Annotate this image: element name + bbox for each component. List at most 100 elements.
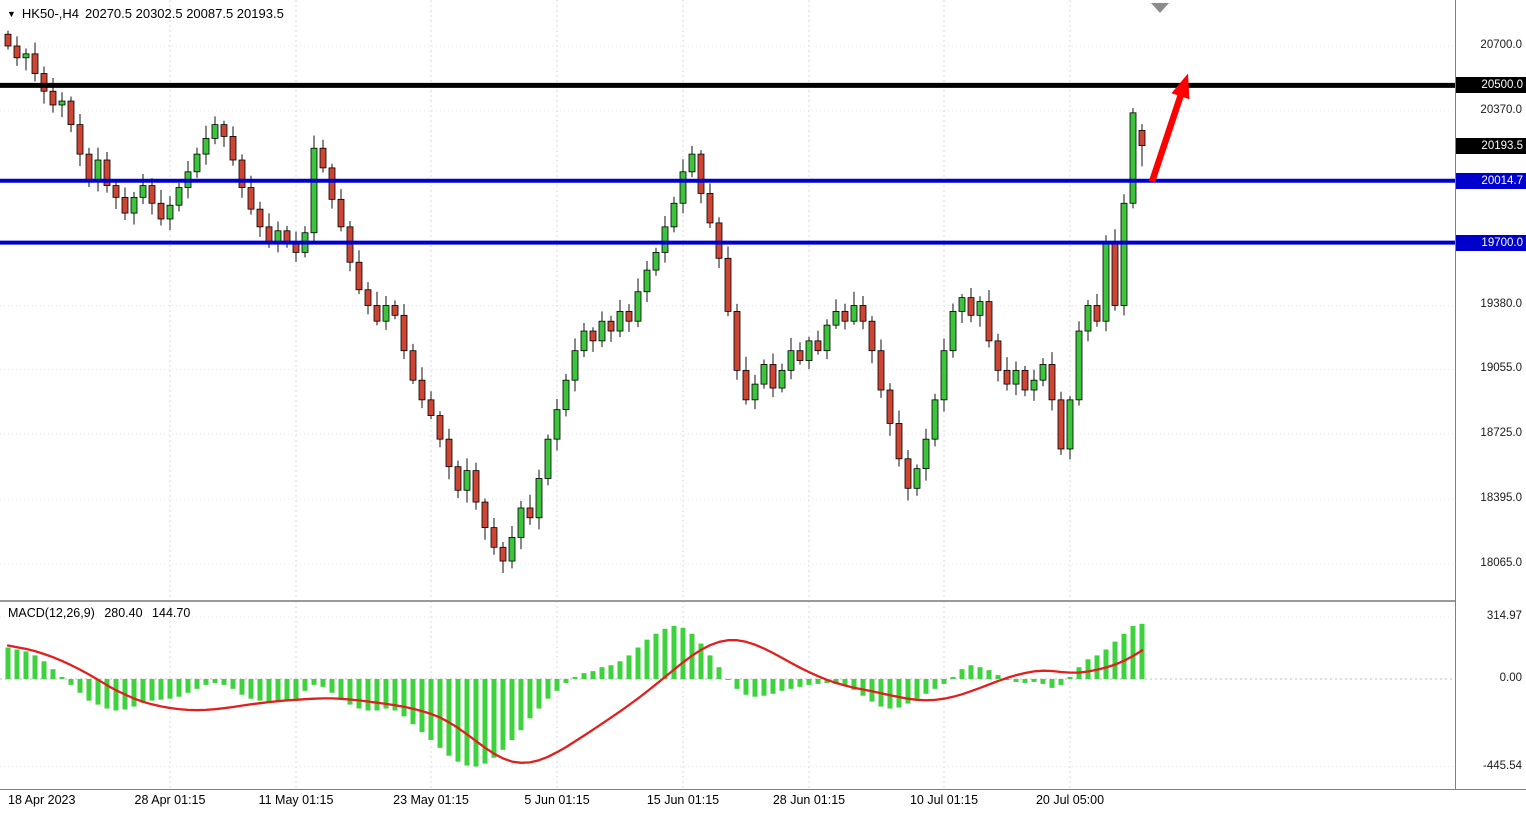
candle-bearish — [256, 208, 264, 228]
candle-bullish — [562, 379, 570, 411]
macd-bar — [113, 679, 119, 711]
macd-bar — [950, 677, 956, 679]
macd-bar — [635, 647, 641, 679]
candle-bearish — [364, 289, 372, 306]
macd-bar — [149, 679, 155, 701]
macd-name: MACD(12,26,9) — [8, 606, 95, 620]
candle-bullish — [949, 310, 957, 352]
candle-bearish — [706, 193, 714, 224]
macd-bar — [977, 667, 983, 679]
macd-bar — [554, 679, 560, 691]
time-tick-label: 18 Apr 2023 — [8, 793, 76, 807]
macd-bar — [32, 655, 38, 679]
candle-bearish — [859, 305, 867, 322]
symbol-period-label: HK50-,H4 — [21, 6, 79, 21]
macd-bar — [968, 665, 974, 679]
candle-bullish — [958, 297, 966, 312]
macd-bar — [1094, 655, 1100, 679]
macd-bar — [266, 679, 272, 702]
candles — [4, 30, 1146, 574]
candle-bearish — [1021, 369, 1029, 391]
main-chart-svg[interactable] — [0, 0, 1455, 601]
candle-bearish — [985, 301, 993, 342]
candle-bearish — [4, 33, 12, 47]
macd-bar — [212, 679, 218, 683]
candle-bullish — [1066, 399, 1074, 450]
macd-bar — [1085, 659, 1091, 679]
macd-bar — [590, 671, 596, 679]
macd-main-value: 280.40 — [104, 606, 143, 620]
macd-bar — [203, 679, 209, 685]
trend-arrow[interactable] — [1148, 73, 1190, 183]
candle-bearish — [49, 90, 57, 106]
macd-bar — [131, 679, 137, 707]
candle-bearish — [31, 53, 39, 74]
panel-divider[interactable] — [0, 600, 1526, 602]
time-tick-label: 28 Jun 01:15 — [772, 793, 846, 807]
candle-bullish — [913, 468, 921, 489]
macd-bar — [500, 679, 506, 750]
macd-bar — [1031, 679, 1037, 682]
macd-bar — [392, 679, 398, 711]
macd-bar — [140, 679, 146, 703]
macd-bar — [905, 679, 911, 704]
candle-bullish — [193, 153, 201, 173]
macd-bar — [563, 679, 569, 683]
macd-bar — [167, 679, 173, 699]
candle-bearish — [607, 320, 615, 332]
candle-bearish — [85, 153, 93, 181]
macd-bar — [1013, 679, 1019, 682]
price-axis[interactable]: 20700.0 20370.0 19380.0 19055.0 18725.0 18395… — [1455, 0, 1526, 789]
macd-bar — [356, 679, 362, 709]
candle-bullish — [805, 340, 813, 361]
trend-arrow-shaft — [1148, 92, 1185, 183]
candle-bullish — [202, 137, 210, 155]
time-tick-label: 10 Jul 01:15 — [909, 793, 979, 807]
macd-bar — [986, 670, 992, 679]
time-tick-label: 23 May 01:15 — [393, 793, 469, 807]
candle-bearish — [724, 257, 732, 312]
macd-bar — [1049, 679, 1055, 688]
macd-panel-svg[interactable] — [0, 601, 1455, 789]
macd-bar — [653, 633, 659, 679]
candle-bearish — [13, 45, 21, 59]
chart-header: ▼ HK50-,H4 20270.5 20302.5 20087.5 20193… — [7, 6, 284, 21]
time-axis[interactable]: 18 Apr 2023 28 Apr 01:15 11 May 01:15 23 Ma… — [0, 789, 1526, 813]
candle-bearish — [67, 100, 75, 126]
price-level-badge: 20193.5 — [1456, 137, 1526, 154]
macd-bar — [932, 679, 938, 689]
macd-bar — [680, 627, 686, 679]
ohlc-values: 20270.5 20302.5 20087.5 20193.5 — [85, 6, 284, 21]
macd-bar — [194, 679, 200, 689]
candle-bullish — [1129, 112, 1137, 204]
macd-bar — [662, 628, 668, 679]
macd-bar — [743, 679, 749, 695]
macd-bar — [770, 679, 776, 694]
candle-bullish — [679, 171, 687, 204]
candle-bearish — [481, 501, 489, 529]
candle-bearish — [436, 415, 444, 440]
candle-bullish — [94, 159, 102, 181]
macd-bar — [50, 669, 56, 679]
macd-bar — [572, 677, 578, 679]
candle-bearish — [112, 185, 120, 198]
price-tick-label: 20370.0 — [1480, 103, 1522, 116]
candle-bullish — [553, 409, 561, 440]
candle-bullish — [670, 202, 678, 228]
macd-bar — [275, 679, 281, 701]
candle-bullish — [1102, 242, 1110, 322]
macd-bar — [644, 639, 650, 679]
trend-arrow-head — [1171, 73, 1190, 100]
candle-bullish — [139, 185, 147, 198]
candle-bearish — [868, 320, 876, 352]
candle-bearish — [1048, 364, 1056, 401]
candle-bearish — [1093, 305, 1101, 322]
time-tick-label: 20 Jul 05:00 — [1035, 793, 1105, 807]
macd-bar — [104, 679, 110, 709]
candle-bearish — [328, 167, 336, 200]
candle-bearish — [886, 389, 894, 424]
macd-bar — [1103, 649, 1109, 679]
macd-bar — [230, 679, 236, 689]
macd-bar — [482, 679, 488, 764]
macd-bar — [284, 679, 290, 700]
